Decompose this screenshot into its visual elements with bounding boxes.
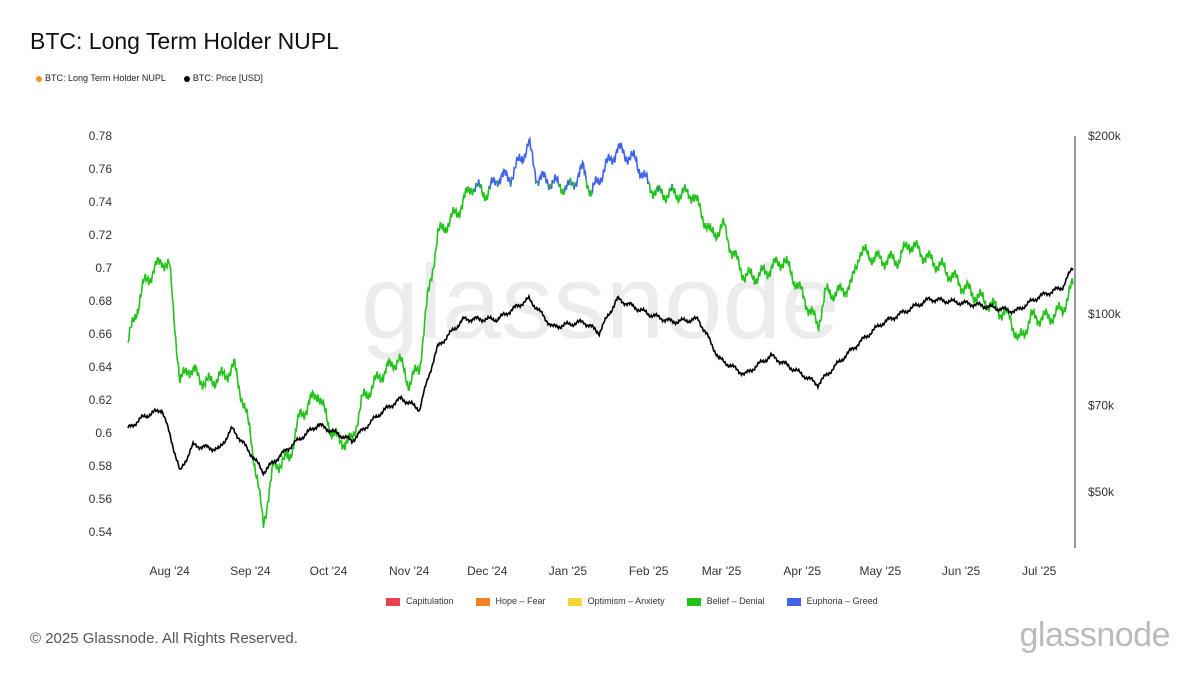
zone-legend: Capitulation Hope – Fear Optimism – Anxi… [386, 596, 878, 606]
y-left-tick: 0.56 [89, 492, 113, 506]
nupl-line-segment [476, 179, 481, 187]
y-left-tick: 0.74 [89, 195, 113, 209]
series-legend: BTC: Long Term Holder NUPL BTC: Price [U… [36, 73, 263, 83]
price-line [127, 266, 1074, 477]
legend-label: BTC: Long Term Holder NUPL [45, 73, 166, 83]
y-right-tick: $70k [1088, 399, 1115, 413]
nupl-line-segment [587, 185, 594, 198]
nupl-line-segment [127, 186, 476, 528]
legend-item-nupl[interactable]: BTC: Long Term Holder NUPL [36, 73, 166, 83]
legend-dot-icon [36, 75, 42, 82]
nupl-line-segment [509, 136, 539, 187]
zone-euphoria-greed: Euphoria – Greed [786, 596, 878, 606]
nupl-line-segment [496, 168, 511, 187]
swatch-icon [386, 597, 400, 606]
x-tick: Mar '25 [702, 564, 742, 578]
x-tick: Dec '24 [467, 564, 508, 578]
legend-dot-icon [183, 75, 190, 82]
chart-title: BTC: Long Term Holder NUPL [30, 28, 339, 54]
y-left-tick: 0.68 [89, 294, 113, 308]
nupl-line-segment [658, 184, 672, 204]
y-left-tick: 0.58 [89, 459, 113, 473]
x-tick: Oct '24 [310, 564, 348, 578]
nupl-line-segment [591, 142, 651, 194]
x-tick: Feb '25 [629, 564, 669, 578]
x-tick: Sep '24 [230, 564, 271, 578]
nupl-line-segment [489, 177, 498, 190]
nupl-line-segment [537, 171, 549, 186]
y-left-tick: 0.66 [89, 327, 113, 341]
x-tick: Jun '25 [942, 564, 981, 578]
zone-label: Capitulation [406, 596, 454, 606]
nupl-line-segment [550, 174, 560, 190]
nupl-line-segment [671, 183, 685, 205]
legend-item-price[interactable]: BTC: Price [USD] [183, 73, 263, 83]
zone-label: Hope – Fear [495, 596, 546, 606]
zone-optimism-anxiety: Optimism – Anxiety [567, 596, 665, 606]
nupl-line-segment [559, 183, 566, 196]
swatch-icon [475, 597, 490, 606]
y-left-tick: 0.64 [89, 360, 113, 374]
glassnode-logo: glassnode [1019, 616, 1170, 654]
nupl-line-segment [480, 183, 491, 202]
y-left-tick: 0.54 [89, 525, 113, 539]
x-tick: Aug '24 [149, 564, 190, 578]
x-tick: Jul '25 [1022, 564, 1057, 578]
copyright: © 2025 Glassnode. All Rights Reserved. [30, 630, 298, 647]
y-left-tick: 0.62 [89, 393, 113, 407]
zone-belief-denial: Belief – Denial [686, 596, 765, 606]
x-tick: Jan '25 [549, 564, 588, 578]
zone-label: Optimism – Anxiety [587, 596, 665, 606]
x-tick: Apr '25 [783, 564, 821, 578]
y-left-tick: 0.7 [95, 261, 112, 275]
y-left-tick: 0.6 [95, 426, 112, 440]
y-left-tick: 0.72 [89, 228, 113, 242]
nupl-line-segment [565, 177, 572, 191]
swatch-icon [786, 597, 801, 606]
zone-label: Euphoria – Greed [806, 596, 878, 606]
nupl-line-segment [648, 183, 659, 199]
swatch-icon [567, 597, 582, 606]
y-right-tick: $200k [1088, 129, 1122, 143]
swatch-icon [686, 597, 701, 606]
x-tick: May '25 [860, 564, 902, 578]
legend-label: BTC: Price [USD] [192, 73, 263, 83]
zone-hope-fear: Hope – Fear [475, 596, 546, 606]
x-tick: Nov '24 [389, 564, 430, 578]
y-right-tick: $50k [1088, 485, 1115, 499]
y-left-tick: 0.78 [89, 129, 113, 143]
nupl-line-segment [575, 158, 587, 187]
y-left-tick: 0.76 [89, 162, 113, 176]
zone-label: Belief – Denial [706, 596, 765, 606]
y-right-tick: $100k [1088, 307, 1122, 321]
watermark: glassnode [361, 244, 840, 361]
zone-capitulation: Capitulation [386, 596, 454, 606]
